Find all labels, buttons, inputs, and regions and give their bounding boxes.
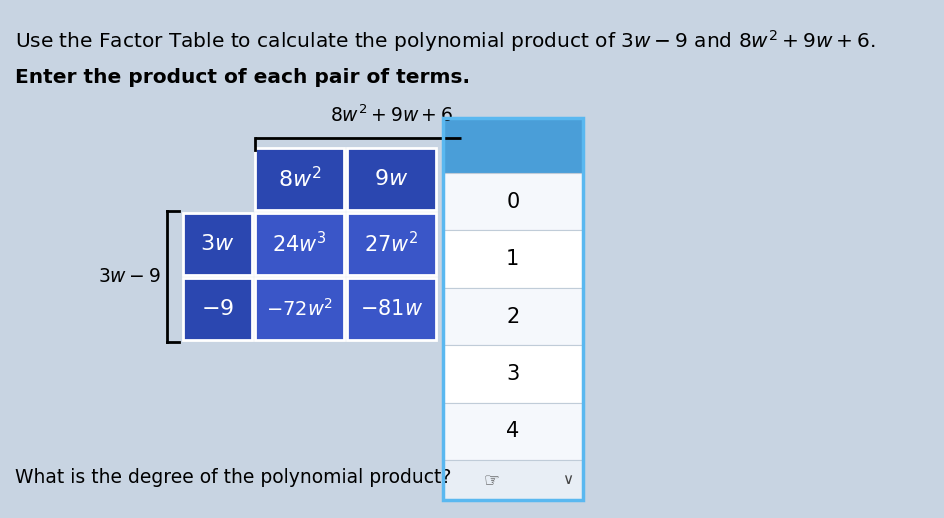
Bar <box>346 213 435 275</box>
Bar <box>255 278 344 340</box>
Text: 1: 1 <box>506 249 519 269</box>
Text: Use the Factor Table to calculate the polynomial product of $3w-9$ and $8w^2+9w+: Use the Factor Table to calculate the po… <box>15 28 875 54</box>
Bar <box>346 278 435 340</box>
Text: $27w^2$: $27w^2$ <box>363 232 418 256</box>
Text: Enter the product of each pair of terms.: Enter the product of each pair of terms. <box>15 68 470 87</box>
Text: $3w$: $3w$ <box>200 234 234 254</box>
Bar <box>442 345 582 402</box>
Bar <box>442 173 582 231</box>
Text: $8w^2+9w+6$: $8w^2+9w+6$ <box>329 105 452 126</box>
Text: 4: 4 <box>506 421 519 441</box>
Text: ∨: ∨ <box>562 472 572 487</box>
Bar <box>182 278 252 340</box>
Text: $-9$: $-9$ <box>201 299 234 319</box>
Text: $24w^3$: $24w^3$ <box>272 232 327 256</box>
Text: 0: 0 <box>506 192 519 212</box>
Text: $9w$: $9w$ <box>374 169 408 189</box>
Bar <box>255 148 344 210</box>
Text: $3w-9$: $3w-9$ <box>97 267 160 286</box>
Text: 2: 2 <box>506 307 519 326</box>
Bar <box>442 231 582 288</box>
Bar <box>182 213 252 275</box>
Bar <box>255 213 344 275</box>
Bar <box>442 288 582 345</box>
Bar <box>442 118 582 173</box>
Text: $-81w$: $-81w$ <box>360 299 422 319</box>
Text: 3: 3 <box>506 364 519 384</box>
Bar <box>442 402 582 460</box>
Bar <box>346 148 435 210</box>
Bar <box>442 118 582 500</box>
Text: $-72w^2$: $-72w^2$ <box>265 298 333 320</box>
Text: ☞: ☞ <box>483 471 499 489</box>
Text: $8w^2$: $8w^2$ <box>278 166 321 192</box>
Bar <box>442 460 582 500</box>
Text: What is the degree of the polynomial product?: What is the degree of the polynomial pro… <box>15 468 451 487</box>
